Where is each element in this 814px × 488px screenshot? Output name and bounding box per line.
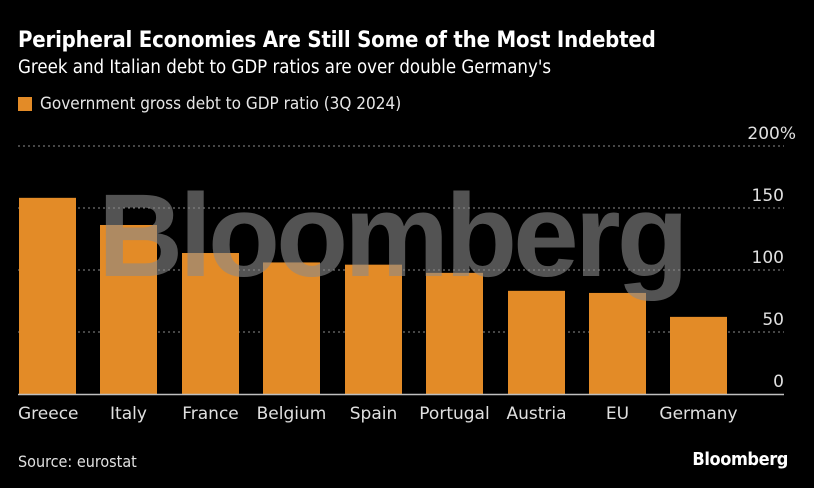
y-tick-label: 50	[762, 310, 784, 330]
x-axis-labels: Greece Italy France Belgium Spain Portugal Aus…	[18, 404, 738, 424]
legend-swatch	[18, 97, 32, 111]
chart-subtitle: Greek and Italian debt to GDP ratios are…	[18, 57, 552, 78]
bar-portugal	[426, 272, 483, 394]
y-tick-label: 0	[773, 372, 784, 392]
bar-germany	[670, 316, 727, 394]
legend-label: Government gross debt to GDP ratio (3Q 2…	[40, 94, 402, 114]
bar-italy	[100, 224, 157, 394]
x-tick-label: Austria	[506, 404, 566, 424]
x-tick-label: Spain	[350, 404, 398, 424]
y-tick-label: 100	[752, 248, 784, 268]
y-tick-label: 150	[752, 186, 784, 206]
x-tick-label: Belgium	[257, 404, 327, 424]
source-note: Source: eurostat	[18, 452, 137, 471]
x-tick-label: EU	[606, 404, 629, 424]
x-tick-label: France	[182, 404, 239, 424]
bar-france	[182, 253, 239, 394]
x-tick-label: Italy	[110, 404, 147, 424]
y-axis-ticks: 0 50 100 150 200%	[747, 124, 796, 392]
bars	[19, 197, 727, 394]
x-tick-label: Portugal	[419, 404, 489, 424]
bar-eu	[589, 292, 646, 394]
x-tick-label: Germany	[659, 404, 737, 424]
x-tick-label: Greece	[18, 404, 79, 424]
y-tick-label: 200%	[747, 124, 796, 144]
legend: Government gross debt to GDP ratio (3Q 2…	[18, 94, 401, 114]
bloomberg-logo: Bloomberg	[692, 449, 788, 470]
watermark: Bloomberg	[98, 170, 685, 302]
bar-spain	[345, 264, 402, 394]
chart-title: Peripheral Economies Are Still Some of t…	[18, 28, 656, 53]
bar-austria	[508, 290, 565, 394]
bar-belgium	[263, 262, 320, 394]
bar-greece	[19, 197, 76, 394]
